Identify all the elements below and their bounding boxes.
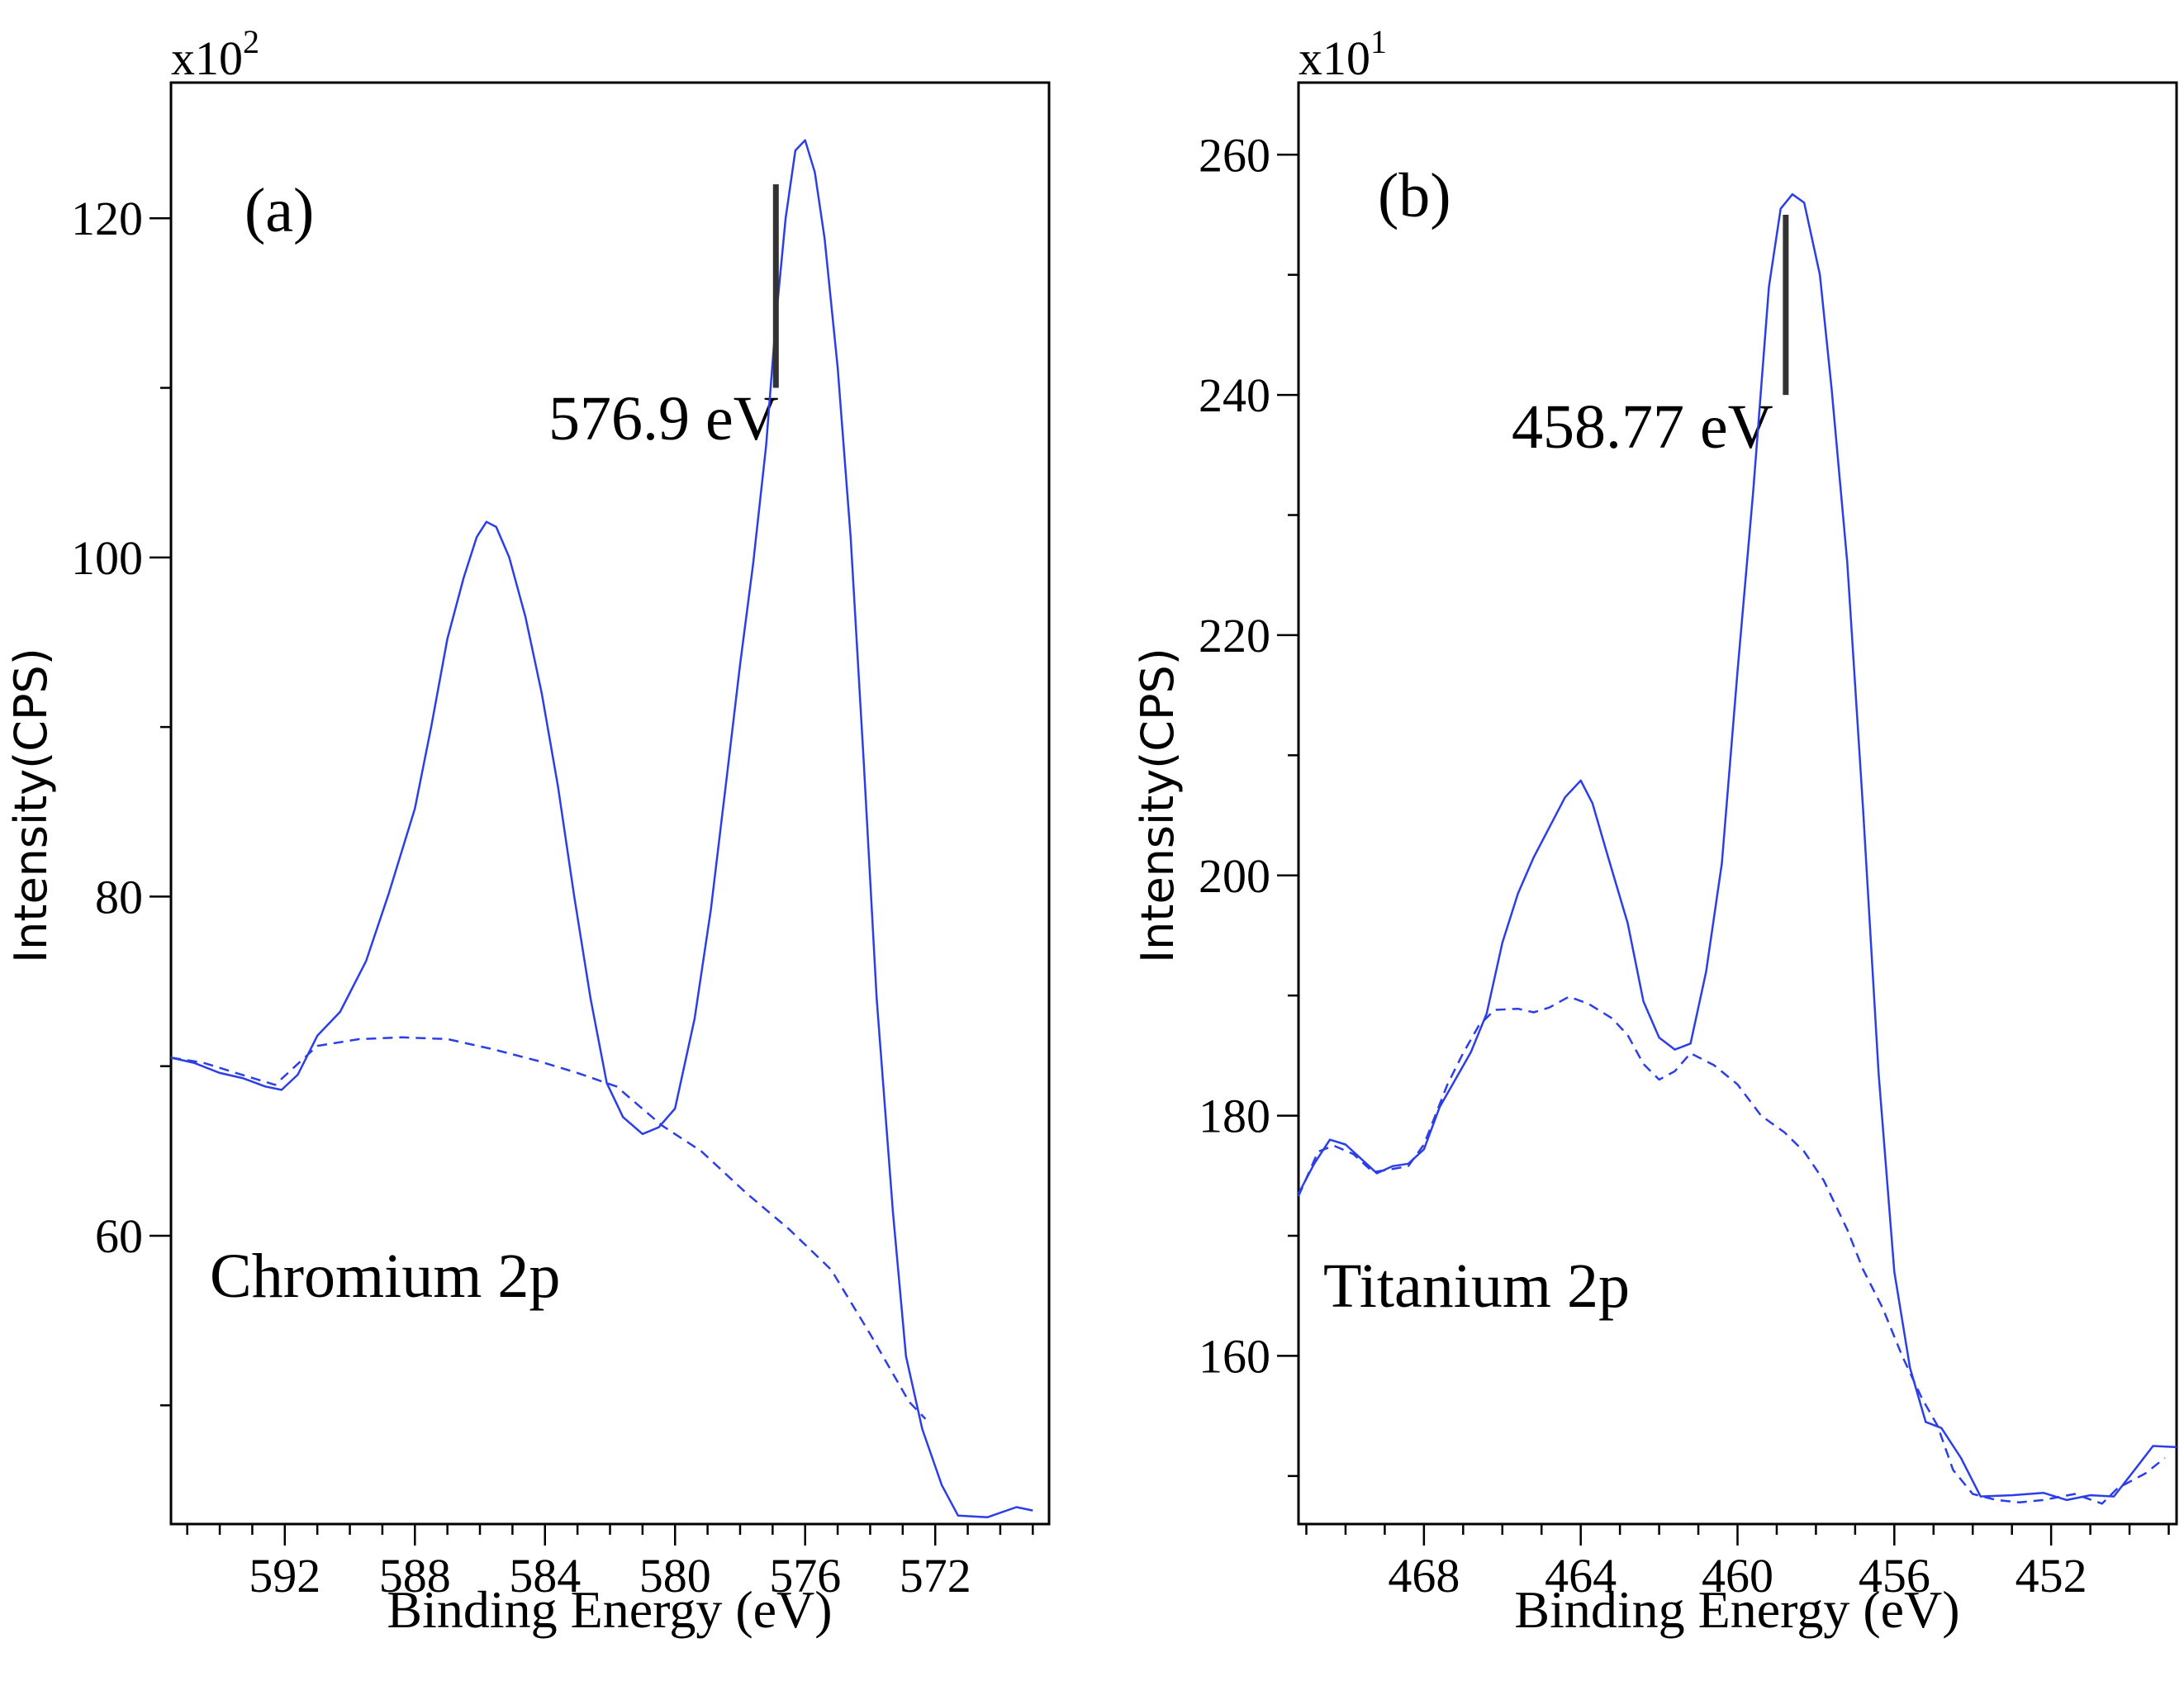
x-tick-label: 456	[1859, 1549, 1930, 1603]
y-tick-label: 160	[1199, 1329, 1270, 1383]
panel-b-ticks: 468 464 460 456 452 160 180 200 220 240 260	[1199, 128, 2170, 1603]
panel-a-ticks: 592 588 584 580 576 572 60 80 100 120	[71, 192, 1034, 1603]
x-tick-label: 468	[1388, 1549, 1460, 1603]
y-tick-label: 260	[1199, 128, 1270, 182]
y-tick-label: 180	[1199, 1090, 1270, 1143]
panel-b-series	[1297, 192, 2177, 1505]
panel-a-y-axis-title: Intensity(CPS)	[5, 648, 57, 963]
panel-a-label: (a)	[245, 176, 314, 245]
panel-b-label: (b)	[1378, 161, 1451, 230]
panel-b-x-axis-title: Binding Energy (eV)	[1514, 1580, 1959, 1639]
panel-a-element-label: Chromium 2p	[210, 1242, 560, 1311]
spectrum-line	[1297, 192, 2177, 1502]
x-tick-label: 460	[1702, 1549, 1773, 1603]
panel-a: x102 (a) 576.9 eV Chromium 2p Binding En…	[5, 23, 1051, 1639]
panel-a-y-multiplier: x102	[171, 23, 259, 85]
x-tick-label: 588	[379, 1549, 451, 1603]
panel-b-peak-label: 458.77 eV	[1512, 392, 1773, 462]
panel-b-element-label: Titanium 2p	[1323, 1251, 1630, 1321]
panel-b-y-axis-title: Intensity(CPS)	[1132, 648, 1184, 963]
y-tick-label: 80	[95, 870, 143, 924]
panel-a-series	[170, 139, 1033, 1519]
background-line	[170, 1036, 927, 1420]
y-tick-label: 60	[95, 1209, 143, 1263]
panel-a-peak-label: 576.9 eV	[548, 384, 779, 453]
x-tick-label: 584	[509, 1549, 581, 1603]
x-tick-label: 452	[2015, 1549, 2087, 1603]
x-tick-label: 580	[639, 1549, 711, 1603]
panel-b: x101 (b) 458.77 eV Titanium 2p Binding E…	[1132, 23, 2178, 1639]
y-tick-label: 240	[1199, 368, 1270, 422]
x-tick-label: 464	[1545, 1549, 1617, 1603]
y-tick-label: 220	[1199, 609, 1270, 662]
x-tick-label: 592	[249, 1549, 320, 1603]
y-tick-label: 100	[71, 531, 143, 585]
panel-a-x-axis-title: Binding Energy (eV)	[387, 1580, 832, 1639]
spectrum-line	[170, 139, 1033, 1519]
panel-b-y-multiplier: x101	[1299, 23, 1387, 85]
x-tick-label: 572	[900, 1549, 971, 1603]
background-line	[1297, 995, 2166, 1505]
x-tick-label: 576	[769, 1549, 841, 1603]
y-tick-label: 200	[1199, 849, 1270, 903]
y-tick-label: 120	[71, 192, 143, 245]
